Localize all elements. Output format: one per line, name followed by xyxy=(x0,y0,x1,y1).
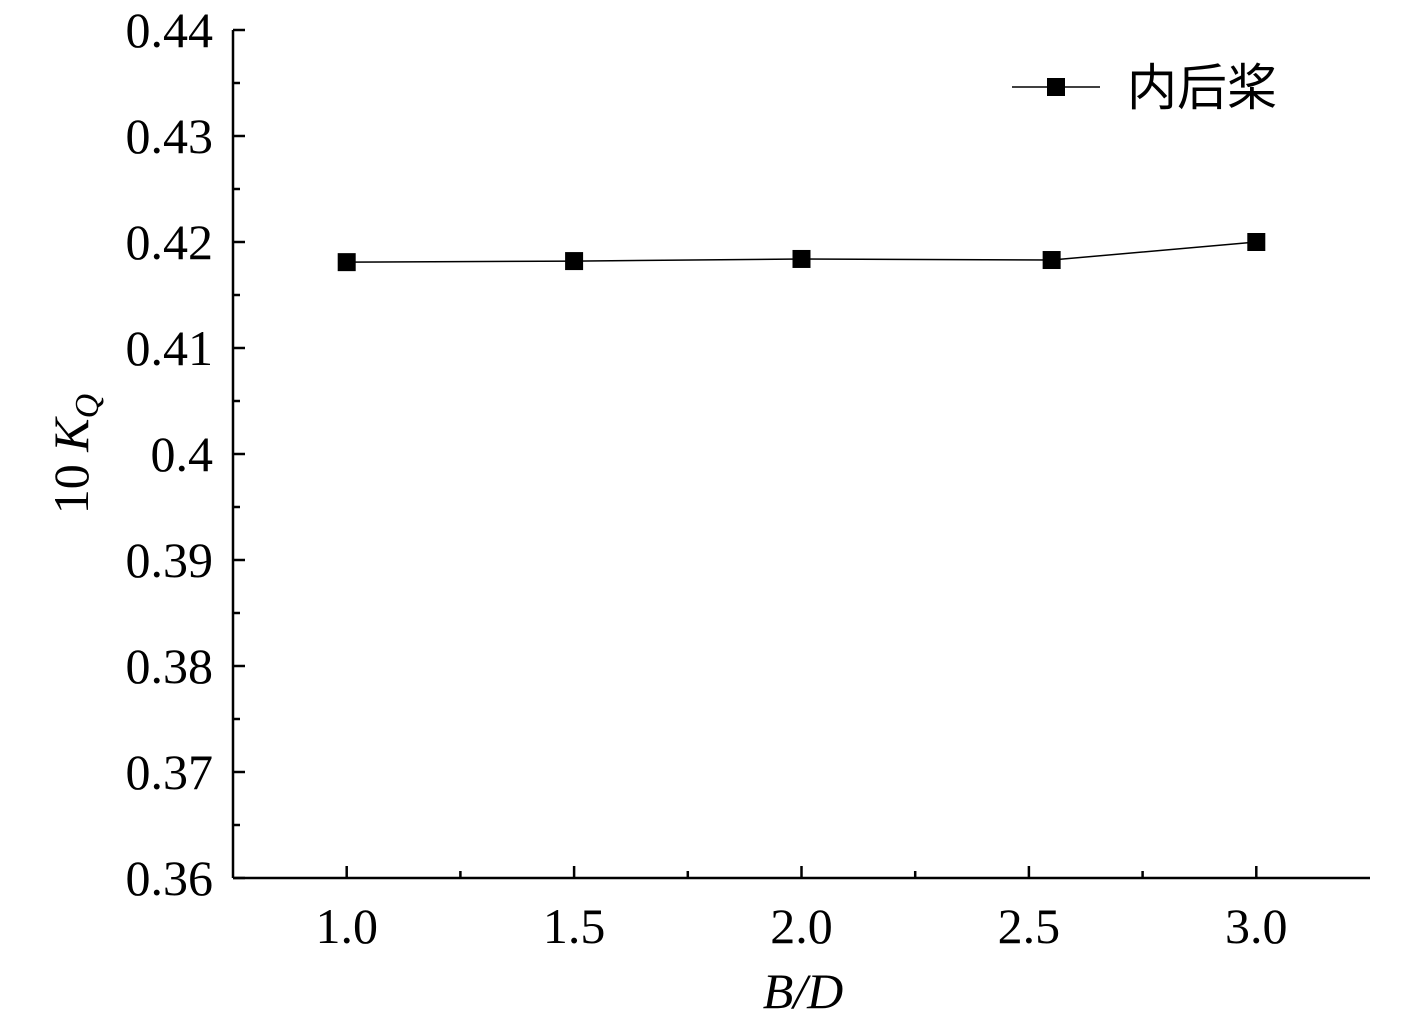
legend-marker xyxy=(1047,78,1065,96)
y-label-subscript: Q xyxy=(69,394,106,419)
y-label-symbol: K xyxy=(43,416,99,453)
y-tick-label: 0.44 xyxy=(126,2,214,58)
y-tick-label: 0.41 xyxy=(126,320,214,376)
y-tick-label: 0.43 xyxy=(126,108,214,164)
data-point xyxy=(337,253,356,272)
y-tick-label: 0.38 xyxy=(126,638,214,694)
y-tick-label: 0.36 xyxy=(126,850,214,906)
x-tick-label: 1.0 xyxy=(315,898,378,954)
x-tick-label: 2.0 xyxy=(770,898,833,954)
legend-label: 内后桨 xyxy=(1127,60,1277,116)
data-point xyxy=(565,252,584,271)
x-axis-label: B/D xyxy=(763,963,844,1016)
x-tick-label: 1.5 xyxy=(543,898,606,954)
x-tick-label: 2.5 xyxy=(998,898,1061,954)
data-point xyxy=(1247,233,1266,251)
y-tick-label: 0.39 xyxy=(126,532,214,588)
y-axis-label: 10 KQ xyxy=(43,394,106,514)
data-point xyxy=(792,249,811,268)
y-tick-label: 0.37 xyxy=(126,744,214,800)
y-label-prefix: 10 xyxy=(43,464,99,514)
y-tick-label: 0.4 xyxy=(151,426,214,482)
x-tick-label: 3.0 xyxy=(1225,898,1288,954)
data-point xyxy=(1042,251,1061,270)
y-tick-label: 0.42 xyxy=(126,214,214,270)
